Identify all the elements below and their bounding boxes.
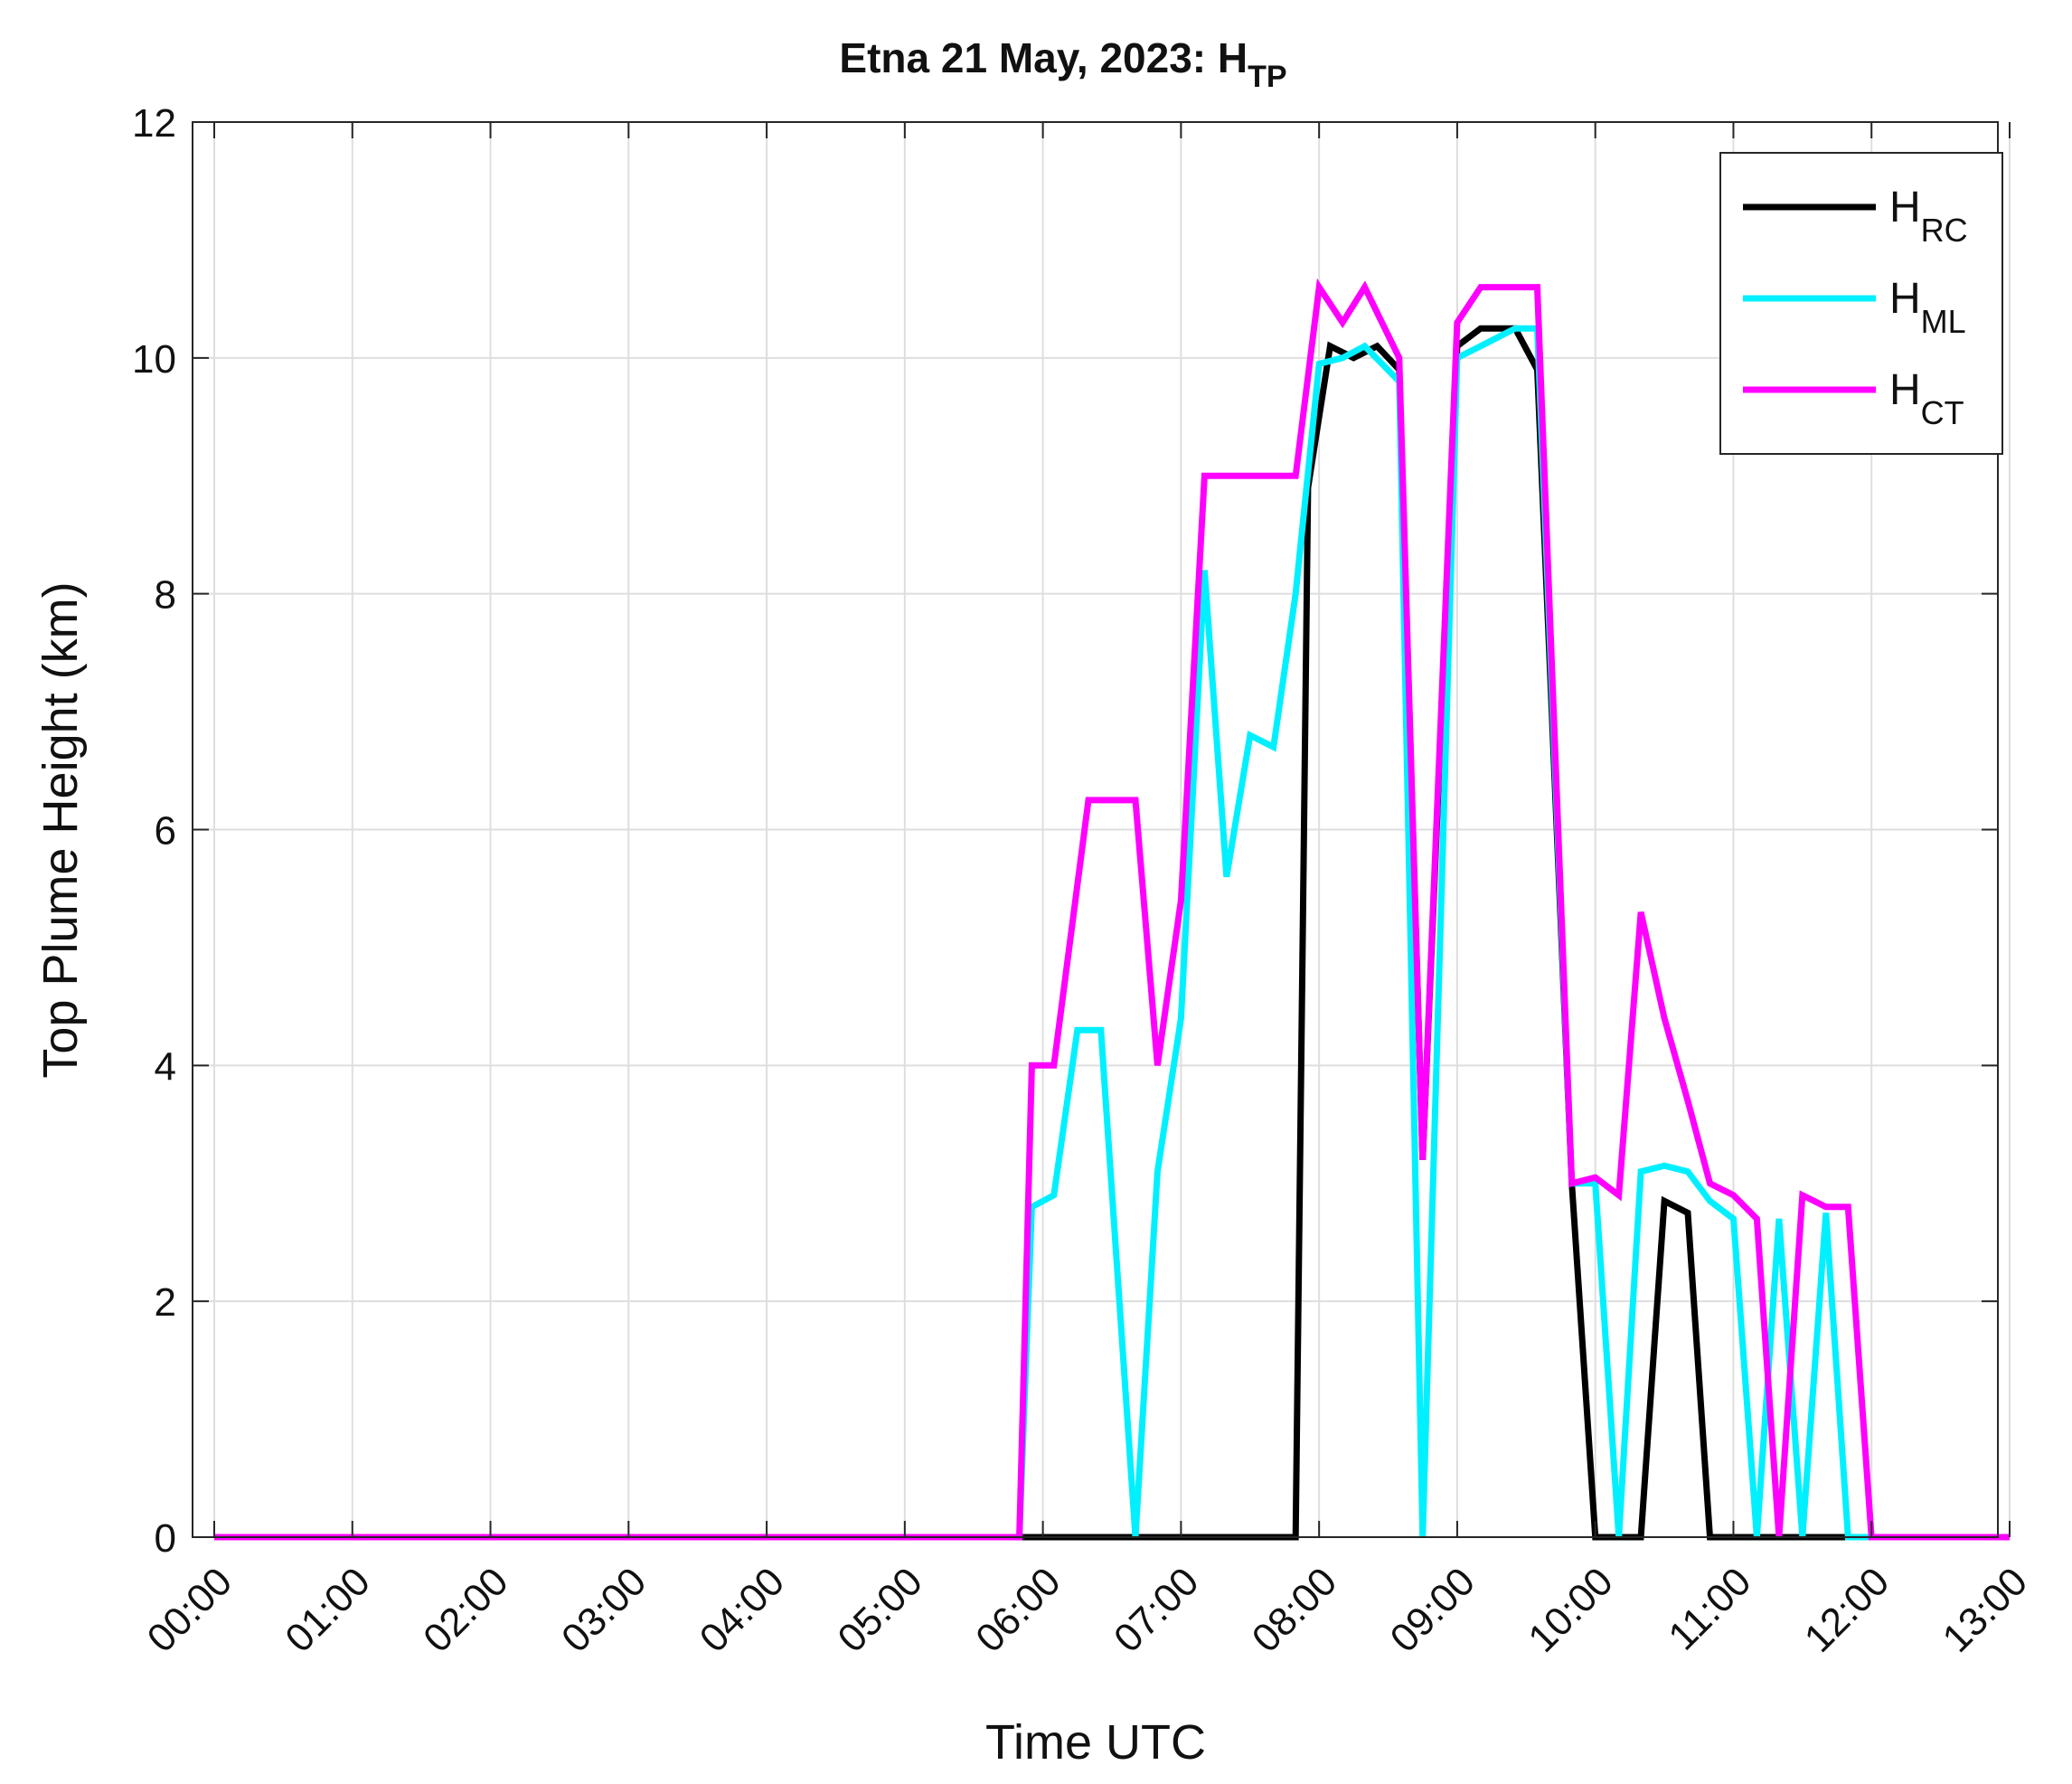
chart-title: Etna 21 May, 2023: HTP [839, 34, 1286, 94]
y-tick-label: 10 [132, 337, 176, 382]
legend-label-ml: HML [1889, 275, 1966, 340]
grid [193, 121, 2011, 1538]
series-line-ml [214, 325, 2010, 1541]
chart-title-main: Etna 21 May, 2023: H [839, 34, 1248, 81]
chart-title-subscript: TP [1248, 60, 1286, 94]
y-tick-label: 0 [155, 1516, 176, 1561]
x-axis-label: Time UTC [985, 1715, 1206, 1770]
y-tick-label: 2 [155, 1280, 176, 1325]
y-axis-label: Top Plume Height (km) [33, 581, 88, 1078]
series-line-ct [214, 278, 2010, 1541]
y-tick-label: 6 [155, 809, 176, 854]
legend-label-ct: HCT [1889, 366, 1964, 431]
legend-label-rc: HRC [1889, 184, 1968, 249]
y-tick-label: 8 [155, 573, 176, 618]
legend-entries: HRC HML HCT [1743, 184, 1968, 431]
legend: HRC HML HCT [1719, 152, 2003, 455]
legend-box [1719, 152, 2003, 455]
y-tick-label: 12 [132, 101, 176, 146]
y-tick-label: 4 [155, 1044, 176, 1089]
